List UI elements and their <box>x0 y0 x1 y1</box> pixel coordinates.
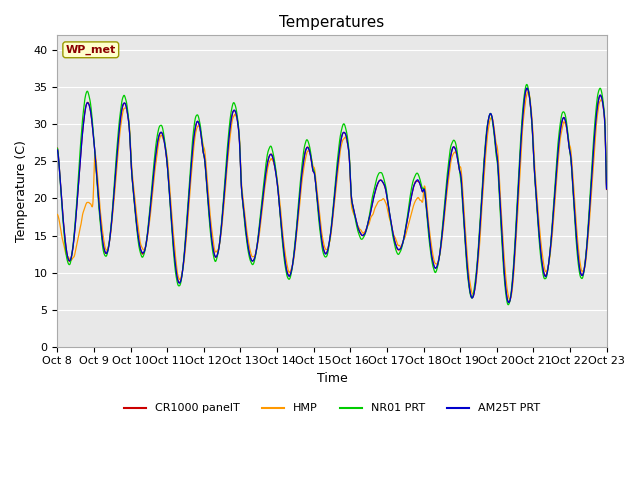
Text: WP_met: WP_met <box>66 45 116 55</box>
X-axis label: Time: Time <box>317 372 348 385</box>
Title: Temperatures: Temperatures <box>279 15 385 30</box>
Y-axis label: Temperature (C): Temperature (C) <box>15 140 28 242</box>
Legend: CR1000 panelT, HMP, NR01 PRT, AM25T PRT: CR1000 panelT, HMP, NR01 PRT, AM25T PRT <box>119 399 545 418</box>
